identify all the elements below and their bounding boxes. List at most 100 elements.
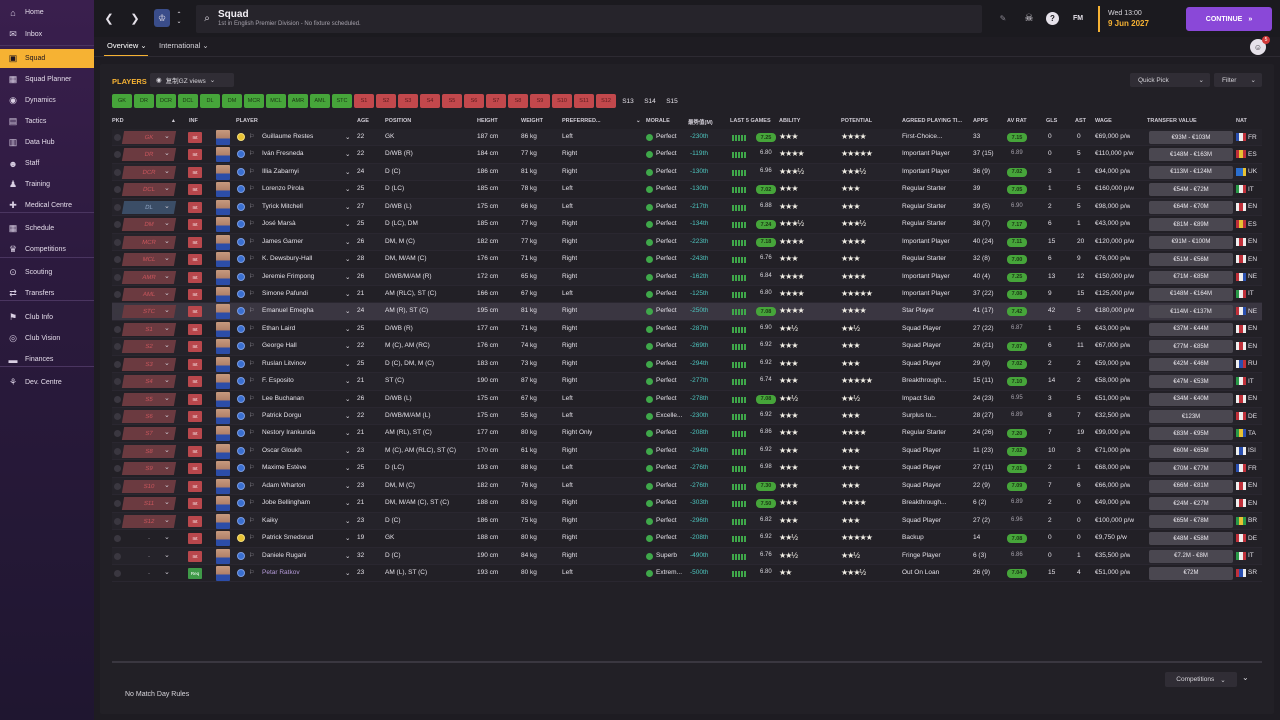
table-row[interactable]: MCR ⌄ Int ⚐ James Garner ⌄ 26 DM, M (C) 182 cm 77… [112,233,1262,252]
position-filter-s11[interactable]: S11 [574,94,594,108]
row-select-dot[interactable] [114,378,121,386]
chevron-down-icon[interactable]: ⌄ [345,413,351,420]
position-filter-s15[interactable]: S15 [666,97,678,105]
table-row[interactable]: S12 ⌄ Int ⚐ Kaiky ⌄ 23 D (C) 186 cm 75 kg Right Per… [112,512,1262,531]
player-name[interactable]: F. Esposito [262,377,294,385]
chevron-down-icon[interactable]: ⌄ [345,186,351,194]
col-custom[interactable]: 最势值(M) [688,120,713,126]
chevron-down-icon[interactable]: ⌄ [345,552,351,560]
row-select-dot[interactable] [114,465,121,473]
sidebar-item-dynamics[interactable]: ◉ Dynamics [0,91,94,110]
table-row[interactable]: S9 ⌄ Int ⚐ Maxime Estève ⌄ 25 D (LC) 193 cm 88 kg… [112,460,1262,478]
competitions-dropdown[interactable]: Competitions ⌄ [1165,672,1237,687]
player-name[interactable]: Emanuel Emegha [262,307,314,315]
chevron-down-icon[interactable]: ⌄ [345,535,351,543]
sidebar-item-club-vision[interactable]: ◎ Club Vision [0,329,94,348]
chevron-down-icon[interactable]: ⌄ [345,290,351,298]
chevron-down-icon[interactable]: ⌄ [164,481,170,489]
player-name[interactable]: Simone Pafundi [262,289,308,297]
row-select-dot[interactable] [114,203,121,211]
tab-international[interactable]: International ⌄ [159,41,209,50]
chevron-down-icon[interactable]: ⌄ [345,447,351,455]
chevron-down-icon[interactable]: ⌄ [345,134,351,141]
table-row[interactable]: - ⌄ Int ⚐ Daniele Rugani ⌄ 32 D (C) 190 cm 84 kg R… [112,547,1262,565]
views-dropdown[interactable]: ◉ 复制GZ views ⌄ [150,73,234,87]
filter-dropdown[interactable]: Filter ⌄ [1214,73,1262,87]
chevron-down-icon[interactable]: ⌄ [164,237,170,245]
tab-overview[interactable]: Overview ⌄ [107,41,147,50]
help-icon[interactable]: ? [1046,12,1059,25]
table-row[interactable]: S2 ⌄ Int ⚐ George Hall ⌄ 22 M (C), AM (RC) 176 c… [112,338,1262,356]
sidebar-item-finances[interactable]: ▬ Finances [0,350,94,369]
chevron-down-icon[interactable]: ⌄ [164,342,170,350]
position-filter-s10[interactable]: S10 [552,94,572,108]
col-goals[interactable]: GLS [1046,118,1058,124]
col-weight[interactable]: WEIGHT [521,118,543,124]
position-filter-dcl[interactable]: DCL [178,94,198,108]
col-pkd[interactable]: PKD [112,118,124,124]
row-select-dot[interactable] [114,569,121,577]
player-name[interactable]: K. Dewsbury-Hall [262,255,313,263]
position-filter-s1[interactable]: S1 [354,94,374,108]
table-row[interactable]: S11 ⌄ Int ⚐ Jobe Bellingham ⌄ 21 DM, M/AM (C), … [112,495,1262,513]
table-row[interactable]: S3 ⌄ Int ⚐ Ruslan Litvinov ⌄ 25 D (C), DM, M (C… [112,355,1262,374]
sidebar-item-schedule[interactable]: ▦ Schedule [0,219,94,238]
player-name[interactable]: Kaiky [262,516,278,524]
player-name[interactable]: Ruslan Litvinov [262,359,307,367]
chevron-down-icon[interactable]: ⌄ [164,429,170,437]
chevron-down-icon[interactable]: ⌄ [164,394,170,402]
row-select-dot[interactable] [114,517,121,525]
position-filter-dcr[interactable]: DCR [156,94,176,108]
position-filter-dr[interactable]: DR [134,94,154,108]
table-row[interactable]: STC ⌄ Int ⚐ Emanuel Emegha ⌄ 24 AM (R), ST (C) 1… [112,303,1262,321]
player-name[interactable]: Tyrick Mitchell [262,202,303,210]
player-name[interactable]: Ethan Laird [262,324,296,332]
chevron-down-icon[interactable]: ⌄ [345,465,351,473]
search-icon[interactable]: ⌕ [204,12,210,24]
chevron-down-icon[interactable]: ⌄ [164,377,170,385]
table-row[interactable]: S5 ⌄ Int ⚐ Lee Buchanan ⌄ 26 D/WB (L) 175 cm 67 k… [112,390,1262,408]
player-name[interactable]: Adam Wharton [262,481,306,489]
col-potential[interactable]: POTENTIAL [841,118,873,124]
row-select-dot[interactable] [114,221,121,229]
position-filter-s8[interactable]: S8 [508,94,528,108]
edit-icon[interactable]: ✎ [999,13,1007,23]
row-select-dot[interactable] [114,308,121,316]
chevron-down-icon[interactable]: ⌄ [164,289,170,297]
chevron-down-icon[interactable]: ⌄ [164,412,170,419]
sidebar-item-staff[interactable]: ☻ Staff [0,154,94,173]
table-row[interactable]: S8 ⌄ Int ⚐ Oscar Gloukh ⌄ 23 M (C), AM (RLC), S… [112,442,1262,461]
table-row[interactable]: DCR ⌄ Int ⚐ Illia Zabarnyi ⌄ 24 D (C) 186 cm 81 k… [112,163,1262,182]
row-select-dot[interactable] [114,290,121,298]
col-transfer-value[interactable]: TRANSFER VALUE [1147,118,1197,124]
chevron-down-icon[interactable]: ⌄ [164,464,170,472]
position-filter-dm[interactable]: DM [222,94,242,108]
player-name[interactable]: Nestory Irankunda [262,429,316,437]
row-select-dot[interactable] [114,535,121,543]
sidebar-item-inbox[interactable]: ✉ Inbox [0,25,94,44]
col-morale[interactable]: MORALE [646,118,670,124]
club-badge-icon[interactable]: ♔ [154,9,170,27]
chevron-down-icon[interactable]: ⌄ [164,255,170,263]
position-filter-aml[interactable]: AML [310,94,330,108]
row-select-dot[interactable] [114,151,121,159]
chevron-down-icon[interactable]: ⌄ [345,168,351,176]
table-row[interactable]: MCL ⌄ Int ⚐ K. Dewsbury-Hall ⌄ 28 DM, M/AM (C) 1… [112,251,1262,269]
sidebar-item-home[interactable]: ⌂ Home [0,3,94,22]
quick-pick-dropdown[interactable]: Quick Pick ⌄ [1130,73,1210,87]
chevron-down-icon[interactable]: ⌄ [164,202,170,210]
position-filter-s9[interactable]: S9 [530,94,550,108]
table-row[interactable]: S10 ⌄ Int ⚐ Adam Wharton ⌄ 23 DM, M (C) 182 cm 76… [112,477,1262,496]
chevron-down-icon[interactable]: ⌄ [164,220,170,228]
position-filter-s5[interactable]: S5 [442,94,462,108]
sidebar-item-tactics[interactable]: ▤ Tactics [0,112,94,131]
chevron-down-icon[interactable]: ⌄ [345,221,351,229]
player-name[interactable]: Patrick Dorgu [262,412,302,419]
player-name[interactable]: José Marsà [262,220,296,228]
col-last-5-games[interactable]: LAST 5 GAMES [730,118,771,124]
row-select-dot[interactable] [114,395,121,403]
sidebar-item-medical-centre[interactable]: ✚ Medical Centre [0,196,94,215]
sidebar-item-dev-centre[interactable]: ⚘ Dev. Centre [0,373,94,392]
row-select-dot[interactable] [114,500,121,508]
table-row[interactable]: S6 ⌄ Int ⚐ Patrick Dorgu ⌄ 22 D/WB/M/AM (L) 175 … [112,408,1262,426]
